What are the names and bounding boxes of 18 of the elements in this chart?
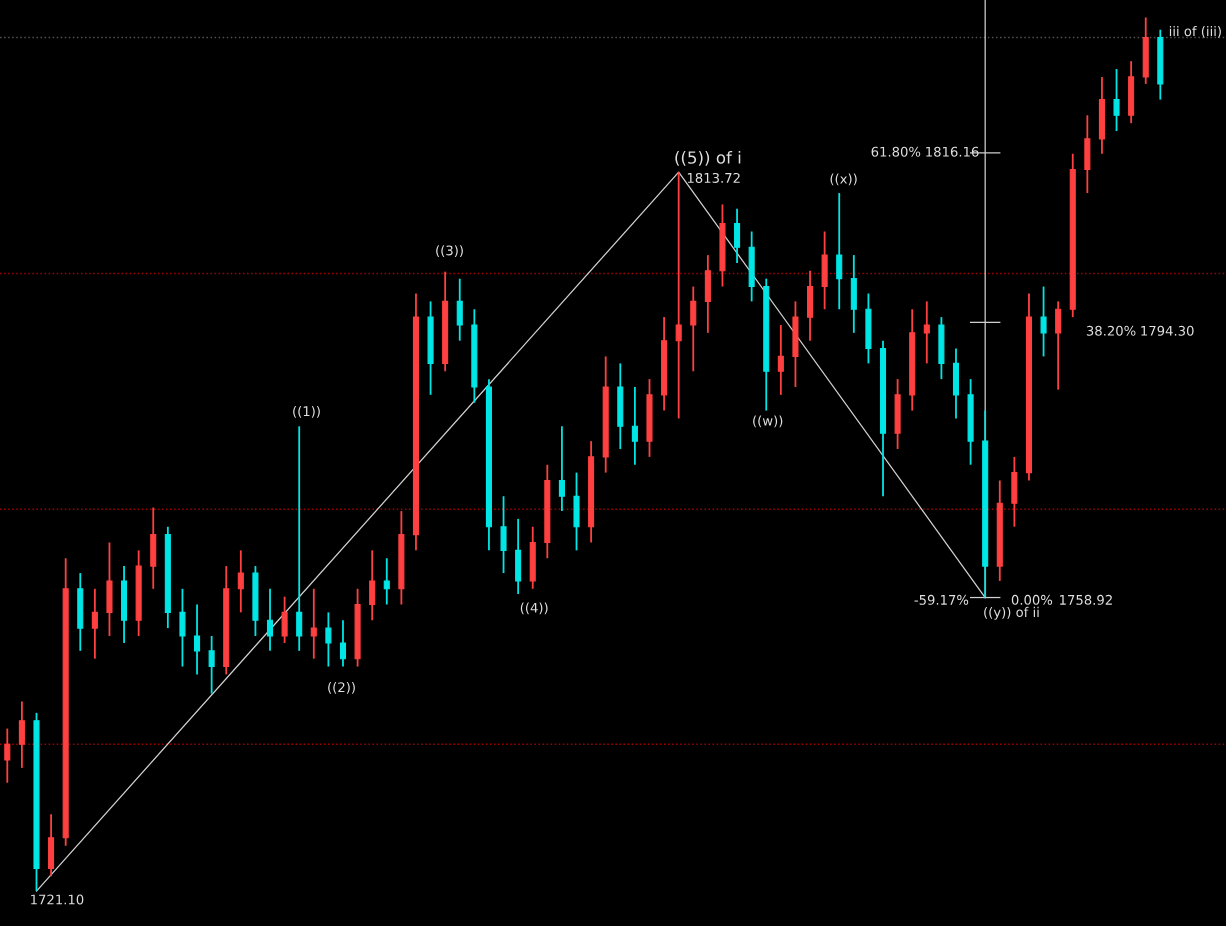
- text: 1721.10: [31, 894, 84, 905]
- annotation: 1813.72: [687, 172, 740, 183]
- annotation: 1758.92: [1060, 594, 1112, 605]
- annotation: ((5)) of i: [675, 150, 741, 166]
- annotation: 0.00%: [1011, 594, 1053, 605]
- annotation: ((4)): [520, 602, 548, 615]
- annotation: ((3)): [436, 245, 463, 257]
- text: iii of (iii): [1169, 25, 1221, 38]
- annotation: 1816.16: [926, 146, 979, 157]
- annotation: ((2)): [328, 682, 355, 694]
- annotation: ((y)) of ii: [984, 606, 1039, 620]
- annotation: 38.20%: [1086, 325, 1136, 336]
- annotation: -59.17%: [914, 594, 969, 605]
- annotation: ((1)): [293, 405, 320, 418]
- annotation: ((w)): [753, 415, 783, 428]
- annotation: 61.80%: [871, 146, 921, 157]
- annotation: ((x)): [830, 173, 857, 186]
- annotation: 1794.30: [1141, 325, 1194, 336]
